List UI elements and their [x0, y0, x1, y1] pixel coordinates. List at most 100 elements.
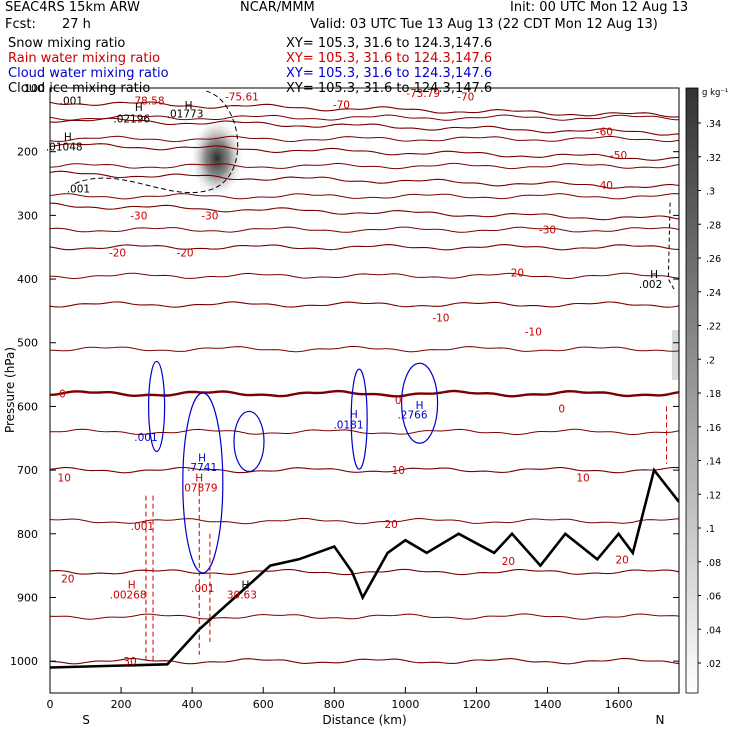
y-tick-label: 300	[17, 209, 38, 222]
colorbar-tick-label: .06	[706, 592, 721, 603]
endpoint-right: N	[656, 713, 665, 727]
contour-label: -50	[610, 150, 627, 162]
x-tick-label: 600	[253, 698, 274, 711]
colorbar-tick-label: .32	[706, 153, 721, 164]
x-tick-label: 400	[182, 698, 203, 711]
colorbar-tick-label: .22	[706, 322, 721, 333]
isotherm-minor	[50, 613, 679, 620]
y-tick-label: 500	[17, 337, 38, 350]
contour-label: -40	[596, 180, 613, 192]
isotherm-0	[50, 389, 679, 398]
contour-label: 20	[61, 573, 74, 585]
contour-label: 30.63	[227, 589, 257, 601]
contour-label: .001	[67, 184, 90, 196]
colorbar-tick-label: .34	[706, 119, 721, 130]
isotherm-30	[50, 657, 679, 665]
field-cloudwater-label: Cloud water mixing ratio	[8, 66, 169, 81]
y-tick-label: 600	[17, 400, 38, 413]
isotherm--60	[50, 117, 679, 136]
x-tick-label: 800	[324, 698, 345, 711]
contour-label: H	[650, 269, 658, 281]
contour-label: .001	[191, 583, 214, 595]
isotherm-minor	[50, 114, 679, 121]
colorbar-tick-label: .18	[706, 389, 721, 400]
colorbar-tick-label: .2	[706, 355, 715, 366]
contour-label: .07879	[181, 482, 218, 494]
isotherm--10	[50, 301, 679, 308]
contour-label: 10	[392, 465, 405, 477]
cloud-water-contour	[350, 368, 368, 470]
x-tick-label: 1600	[605, 698, 633, 711]
colorbar-tick-label: .24	[706, 288, 721, 299]
contour-label: -20	[507, 268, 524, 280]
contour-label: 10	[576, 473, 589, 485]
y-tick-label: 900	[17, 591, 38, 604]
contour-label: -30	[130, 210, 147, 222]
field-rain-xy: XY= 105.3, 31.6 to 124.3,147.6	[286, 51, 493, 66]
contour-label: -20	[109, 247, 126, 259]
isotherm-minor	[50, 193, 679, 200]
colorbar-tick-label: .02	[706, 659, 721, 670]
contour-label: -73.79	[406, 88, 440, 100]
terrain-line	[50, 467, 679, 669]
contour-label: 10	[58, 473, 71, 485]
contour-label: -20	[176, 247, 193, 259]
valid-time: Valid: 03 UTC Tue 13 Aug 13 (22 CDT Mon …	[310, 17, 658, 32]
colorbar-tick-label: .1	[706, 524, 715, 535]
contour-label: -30	[201, 210, 218, 222]
y-tick-label: 700	[17, 464, 38, 477]
isotherm--20	[50, 244, 679, 251]
colorbar-unit: g kg⁻¹	[702, 88, 728, 98]
contour-label: -70	[457, 91, 474, 103]
contour-label: .001	[134, 432, 157, 444]
contour-label: H	[198, 452, 206, 464]
y-tick-label: 100	[24, 82, 45, 95]
contour-label: .2766	[397, 410, 427, 422]
colorbar-tick-label: .26	[706, 254, 721, 265]
cloud-ice-shading-edge	[671, 330, 679, 380]
cloud-water-contour	[233, 410, 265, 473]
x-axis-label: Distance (km)	[322, 713, 406, 727]
isotherm--30	[50, 202, 679, 221]
colorbar	[685, 87, 699, 694]
contour-label: H	[241, 580, 249, 592]
contour-label: 78.58	[134, 96, 164, 108]
contour-label: 30	[123, 656, 136, 668]
cloud-water-contour	[400, 362, 439, 444]
colorbar-tick-label: .28	[706, 220, 721, 231]
field-cloudwater-xy: XY= 105.3, 31.6 to 124.3,147.6	[286, 66, 493, 81]
contour-label: .00268	[110, 589, 147, 601]
isotherm--50	[50, 143, 679, 161]
org-name: NCAR/MMM	[240, 0, 315, 15]
isotherm-minor	[50, 226, 679, 233]
contour-label: .01773	[167, 108, 204, 120]
contour-label: .7741	[187, 462, 217, 474]
x-tick-label: 1200	[462, 698, 490, 711]
contour-label: .01048	[46, 142, 83, 154]
x-tick-label: 1000	[391, 698, 419, 711]
cloud-ice-shading	[191, 120, 244, 197]
model-name: SEAC4RS 15km ARW	[5, 0, 141, 15]
contour-label: -70	[333, 100, 350, 112]
isotherm--70	[50, 101, 679, 118]
isotherm-minor	[50, 428, 679, 436]
isotherm--40	[50, 170, 679, 189]
init-time: Init: 00 UTC Mon 12 Aug 13	[510, 0, 689, 15]
colorbar-tick-label: .3	[706, 187, 715, 198]
x-tick-label: 1400	[534, 698, 562, 711]
fcst-value: 27 h	[62, 17, 91, 32]
contour-label: .02196	[113, 114, 150, 126]
isotherm-20	[50, 568, 679, 576]
colorbar-tick-label: .08	[706, 558, 721, 569]
contour-label: .0181	[333, 419, 363, 431]
contour-label: 0	[558, 403, 565, 415]
isotherm-minor	[50, 135, 679, 143]
cloud-water-contour	[148, 360, 166, 453]
field-rain-label: Rain water mixing ratio	[8, 51, 161, 66]
y-axis-label: Pressure (hPa)	[3, 347, 17, 433]
x-tick-label: 0	[47, 698, 54, 711]
contour-label: H	[135, 102, 143, 114]
snow-contour	[74, 90, 239, 194]
field-snow-label: Snow mixing ratio	[8, 36, 126, 51]
